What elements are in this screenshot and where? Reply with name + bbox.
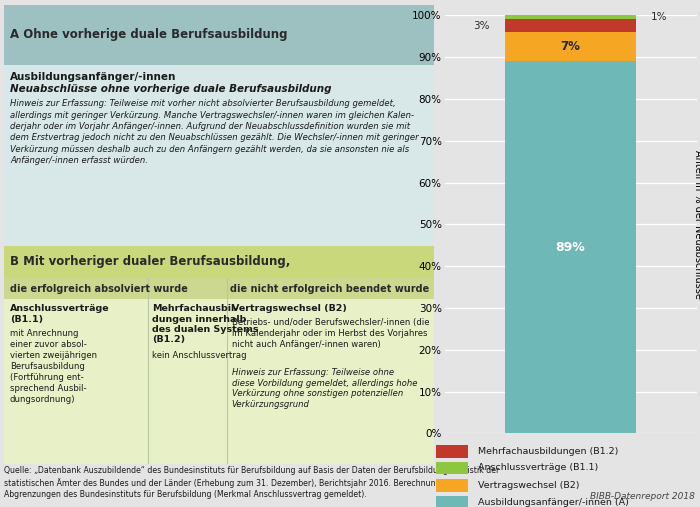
- Text: Vertragswechsel (B2): Vertragswechsel (B2): [478, 481, 580, 490]
- Bar: [436, 461, 468, 475]
- Bar: [436, 479, 468, 492]
- Text: Ausbildungsanfänger/-innen: Ausbildungsanfänger/-innen: [10, 71, 176, 82]
- Bar: [4, 278, 434, 464]
- Bar: [4, 278, 434, 299]
- Bar: [4, 5, 434, 65]
- Text: Anschlussverträge
(B1.1): Anschlussverträge (B1.1): [10, 304, 110, 323]
- Bar: [505, 32, 636, 61]
- Text: 1%: 1%: [651, 12, 668, 22]
- Bar: [505, 19, 636, 32]
- Text: Ausbildungsanfänger/-innen (A): Ausbildungsanfänger/-innen (A): [478, 498, 629, 507]
- Text: mit Anrechnung
einer zuvor absol-
vierten zweijährigen
Berufsausbildung
(Fortfüh: mit Anrechnung einer zuvor absol- vierte…: [10, 330, 97, 404]
- Bar: [505, 61, 636, 433]
- Text: die erfolgreich absolviert wurde: die erfolgreich absolviert wurde: [10, 283, 188, 294]
- Bar: [436, 445, 468, 458]
- Text: Quelle: „Datenbank Auszubildende“ des Bundesinstituts für Berufsbildung auf Basi: Quelle: „Datenbank Auszubildende“ des Bu…: [4, 466, 498, 499]
- Bar: [4, 246, 434, 278]
- Text: B Mit vorheriger dualer Berufsausbildung,: B Mit vorheriger dualer Berufsausbildung…: [10, 255, 290, 268]
- Text: Anschlussverträge (B1.1): Anschlussverträge (B1.1): [478, 463, 598, 473]
- Text: 3%: 3%: [473, 21, 490, 30]
- Text: BIBB-Datenreport 2018: BIBB-Datenreport 2018: [590, 491, 695, 500]
- Text: Neuabschlüsse ohne vorherige duale Berufsausbildung: Neuabschlüsse ohne vorherige duale Beruf…: [10, 84, 332, 94]
- Text: Mehrfachausbil-
dungen innerhalb
des dualen Systems
(B1.2): Mehrfachausbil- dungen innerhalb des dua…: [152, 304, 258, 344]
- Bar: [436, 496, 468, 507]
- Text: kein Anschlussvertrag: kein Anschlussvertrag: [152, 351, 246, 360]
- Bar: [4, 65, 434, 246]
- Text: die nicht erfolgreich beendet wurde: die nicht erfolgreich beendet wurde: [230, 283, 429, 294]
- Text: 89%: 89%: [556, 241, 585, 254]
- Y-axis label: Anteil in % der Neuabschlüsse: Anteil in % der Neuabschlüsse: [694, 150, 700, 299]
- Bar: [505, 15, 636, 19]
- Text: Mehrfachausbildungen (B1.2): Mehrfachausbildungen (B1.2): [478, 447, 619, 456]
- Text: Hinweis zur Erfassung: Teilweise ohne
diese Vorbildung gemeldet, allerdings hohe: Hinweis zur Erfassung: Teilweise ohne di…: [232, 368, 417, 410]
- Text: Betriebs- und/oder Berufswechsler/-innen (die
im Kalenderjahr oder im Herbst des: Betriebs- und/oder Berufswechsler/-innen…: [232, 318, 429, 349]
- Text: Hinweis zur Erfassung: Teilweise mit vorher nicht absolvierter Berufsausbildung : Hinweis zur Erfassung: Teilweise mit vor…: [10, 99, 419, 165]
- Text: A Ohne vorherige duale Berufsausbildung: A Ohne vorherige duale Berufsausbildung: [10, 28, 288, 42]
- Text: 7%: 7%: [561, 40, 580, 53]
- Text: Vertragswechsel (B2): Vertragswechsel (B2): [232, 304, 346, 313]
